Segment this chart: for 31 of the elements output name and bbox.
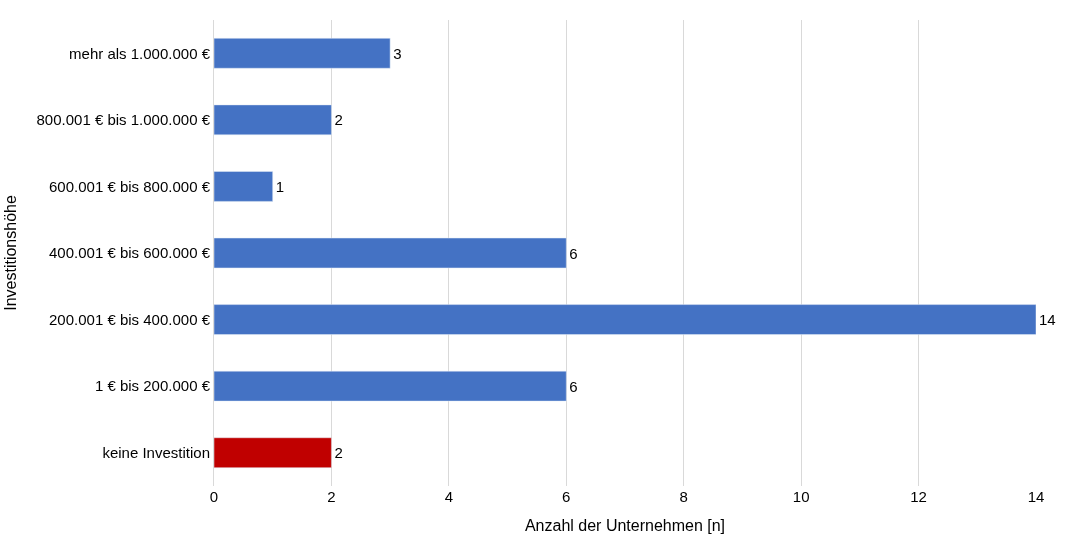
x-axis-title: Anzahl der Unternehmen [n] [524,516,726,534]
data-label: 3 [393,44,402,62]
x-tick-label: 10 [792,488,810,505]
x-tick-label: 14 [1027,488,1045,505]
y-tick-label: 800.001 € bis 1.000.000 € [36,111,211,129]
bar [214,437,332,468]
data-label: 14 [1039,311,1056,329]
data-label: 2 [334,111,343,129]
x-tick-label: 2 [327,488,336,505]
y-tick-label: keine Investition [102,443,210,461]
bar [214,370,567,402]
y-tick-label: 400.001 € bis 600.000 € [49,244,211,262]
x-tick-label: 8 [679,488,688,505]
bar [214,171,273,202]
x-tick-label: 12 [910,488,927,505]
bar [214,237,567,269]
x-tick-label: 0 [209,488,219,505]
data-label: 6 [569,244,578,262]
bar [214,38,391,69]
bar [214,304,1036,335]
y-tick-label: mehr als 1.000.000 € [69,44,211,62]
y-tick-label: 600.001 € bis 800.000 € [49,177,211,195]
x-tick-label: 4 [444,488,454,505]
y-tick-label: 200.001 € bis 400.000 € [49,310,211,328]
bar [214,104,332,136]
y-tick-label: 1 € bis 200.000 € [94,377,211,395]
x-tick-label: 6 [562,488,571,505]
data-label: 2 [334,444,343,462]
data-label: 1 [275,177,285,195]
y-axis-title: Investitionshöhe [2,195,20,311]
data-label: 6 [569,377,578,395]
